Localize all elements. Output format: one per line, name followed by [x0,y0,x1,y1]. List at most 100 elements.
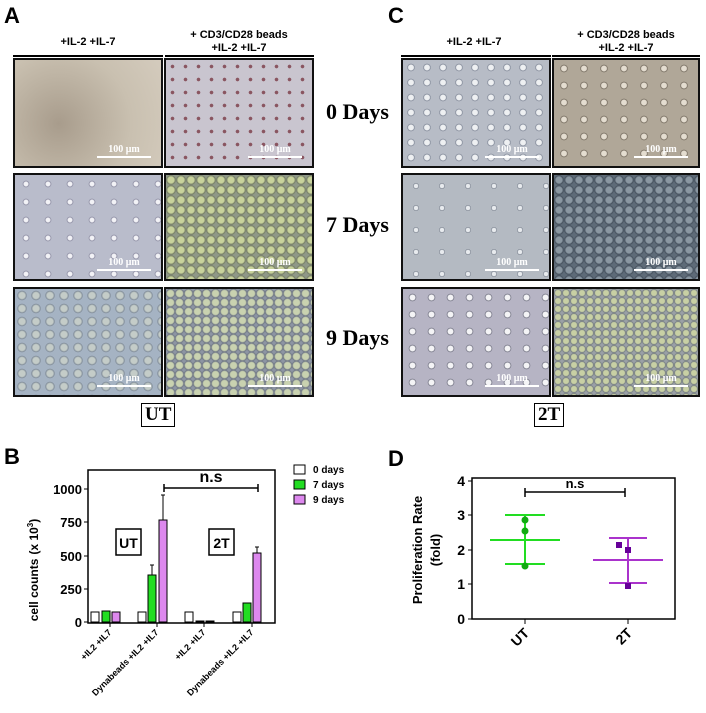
svg-text:UT: UT [508,624,533,649]
panel-letter-c: C [388,3,404,28]
bar-day7 [147,574,157,623]
scale-bar: 100 μm [248,257,302,271]
bar-day9 [158,519,168,623]
x-axis-labels: UT 2T [508,624,636,649]
svg-text:500: 500 [60,549,82,564]
svg-text:UT: UT [119,535,138,551]
micrograph-2t-beads-day7: 100 μm [552,173,700,281]
svg-text:750: 750 [60,515,82,530]
svg-text:1: 1 [457,576,465,592]
svg-text:4: 4 [457,473,465,489]
day-label-9: 9 Days [326,325,389,350]
x-axis-ticks [109,623,253,627]
bar-day7 [101,610,111,623]
x-axis-ticks [524,619,629,624]
panel-a-col2-header: + CD3/CD28 beads +IL-2 +IL-7 [164,29,314,55]
panel-c-col2-header: + CD3/CD28 beads +IL-2 +IL-7 [552,29,700,55]
svg-text:0: 0 [75,615,82,630]
svg-text:1000: 1000 [53,482,82,497]
micrograph-2t-beads-day9: 100 μm [552,287,700,397]
bar-day0 [90,611,100,623]
header-line: + CD3/CD28 beads [190,29,288,41]
bar-day7 [195,620,205,623]
scale-bar: 100 μm [97,257,151,271]
scale-bar: 100 μm [634,257,688,271]
scale-bar: 100 μm [485,257,539,271]
micrograph-2t-cytokine-day0: 100 μm [401,58,551,168]
bar-day9 [111,611,121,623]
bar-day0 [137,611,147,623]
panel-letter-b: B [4,444,20,469]
data-point [521,527,529,535]
day-label-7: 7 Days [326,212,389,237]
svg-text:2T: 2T [612,624,635,647]
bar-day9 [205,620,215,623]
micrograph-ut-cytokine-day7: 100 μm [13,173,163,281]
bar-day0 [184,611,194,623]
header-line: + CD3/CD28 beads [577,29,675,41]
data-point [521,516,529,524]
legend: 0 days 7 days 9 days [293,464,345,506]
y-axis-ticks: 0 250 500 750 1000 [53,482,88,630]
svg-text:7 days: 7 days [313,480,345,491]
micrograph-ut-beads-day9: 100 μm [164,287,314,397]
data-point [625,583,631,589]
svg-text:n.s: n.s [566,476,585,491]
data-point [625,547,631,553]
header-line: +IL-2 +IL-7 [598,42,654,54]
bar-group-ut-cytokine [90,610,121,623]
plot-frame [471,477,676,620]
scale-bar: 100 μm [97,144,151,158]
bar-group-ut-dynabeads [137,494,168,623]
svg-text:9 days: 9 days [313,495,345,506]
header-line: +IL-2 +IL-7 [211,42,267,54]
y-axis-label: Proliferation Rate (fold) [410,496,443,604]
cell-count-bar-chart: cell counts(x 103) 0 250 500 750 1000 [26,464,345,698]
svg-text:n.s: n.s [199,469,222,486]
bar-day7 [242,602,252,623]
day-label-0: 0 Days [326,99,389,124]
bar-group-2t-dynabeads [232,546,262,623]
scale-bar: 100 μm [248,144,302,158]
header-rule [552,55,700,57]
micrograph-ut-beads-day0: 100 μm [164,58,314,168]
micrograph-2t-cytokine-day7: 100 μm [401,173,551,281]
scale-bar: 100 μm [634,373,688,387]
micrograph-2t-beads-day0: 100 μm [552,58,700,168]
group-label-2t: 2T [534,403,565,427]
significance-bracket: n.s [524,476,626,497]
svg-text:250: 250 [60,582,82,597]
plot-frame [87,469,276,624]
scale-bar: 100 μm [634,144,688,158]
group-label-ut: UT [141,403,176,427]
svg-text:2T: 2T [213,535,230,551]
svg-text:2: 2 [457,542,465,558]
scale-bar: 100 μm [485,373,539,387]
series-2t [593,537,663,589]
micrograph-ut-cytokine-day9: 100 μm [13,287,163,397]
series-ut [490,514,560,570]
svg-text:+IL2 +IL7: +IL2 +IL7 [79,627,114,662]
panel-c-col1-header: +IL-2 +IL-7 [446,36,502,48]
svg-text:Proliferation Rate: Proliferation Rate [410,496,425,604]
panel-a-col1-header: +IL-2 +IL-7 [60,36,116,48]
bar-group-2t-cytokine [184,611,215,623]
header-rule [401,55,551,57]
svg-text:0 days: 0 days [313,465,345,476]
x-axis-labels: +IL2 +IL7 Dynabeads +IL2 +IL7 +IL2 +IL7 … [79,627,256,697]
scale-bar: 100 μm [485,144,539,158]
panel-letter-a: A [4,3,20,28]
group-annotation-ut: UT [115,528,142,556]
y-axis-label: cell counts(x 103) [26,519,41,622]
significance-bracket: n.s [163,469,259,492]
y-axis-ticks: 0 1 2 3 4 [457,473,472,627]
header-rule [165,55,314,57]
svg-text:+IL2 +IL7: +IL2 +IL7 [173,627,208,662]
data-point [521,562,529,570]
proliferation-rate-chart: Proliferation Rate (fold) 0 1 2 3 4 n.s [410,473,676,649]
svg-text:0: 0 [457,611,465,627]
svg-text:(fold): (fold) [428,534,443,566]
scale-bar: 100 μm [248,373,302,387]
data-point [616,542,622,548]
micrograph-ut-cytokine-day0: 100 μm [13,58,163,168]
